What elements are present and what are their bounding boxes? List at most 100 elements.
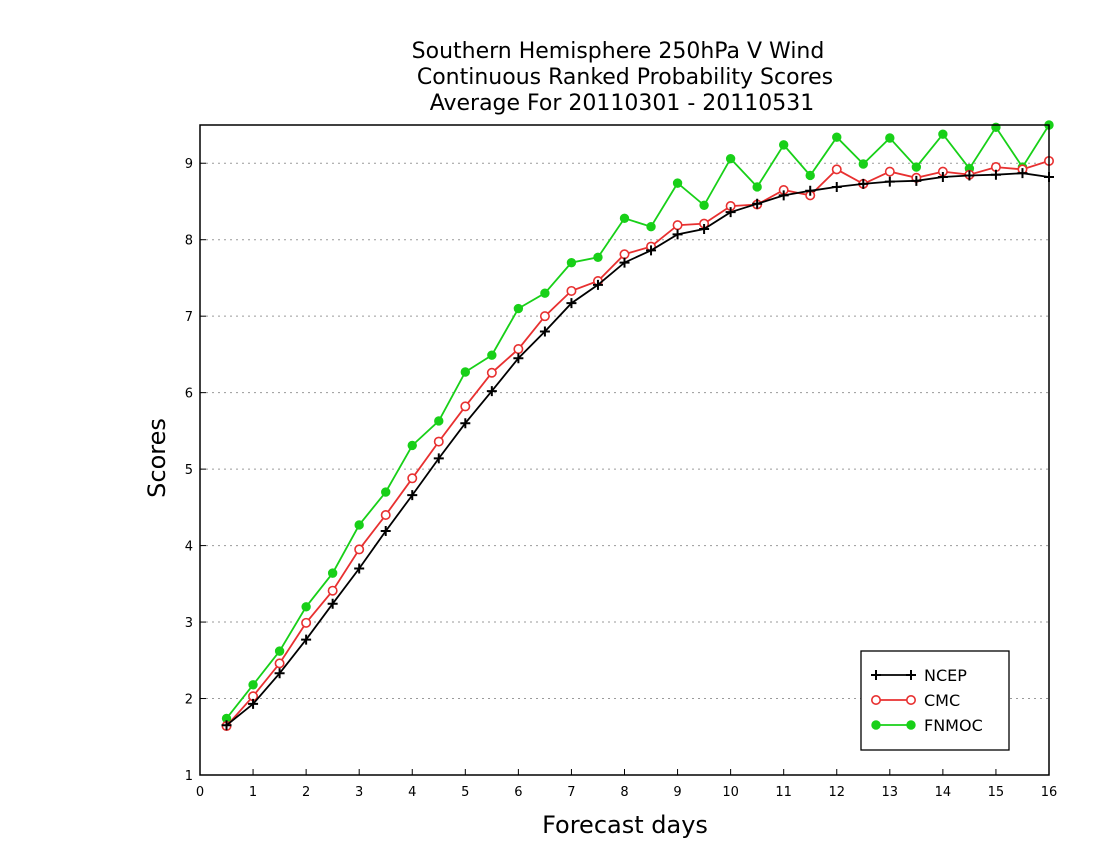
series-line-fnmoc [225, 124, 1050, 719]
series-ncep [221, 168, 1054, 731]
data-point-filled-circle [540, 288, 550, 298]
data-point-filled-circle [248, 680, 258, 690]
data-point-open-circle [513, 344, 524, 355]
data-point-plus [274, 668, 285, 679]
title-line-1: Southern Hemisphere 250hPa V Wind [412, 39, 825, 64]
legend-label: NCEP [924, 666, 967, 685]
data-point-filled-circle [885, 133, 895, 143]
legend-label: FNMOC [924, 716, 983, 735]
data-point-plus [354, 563, 365, 574]
x-axis-label: Forecast days [542, 811, 708, 839]
x-tick-label: 12 [828, 785, 845, 800]
data-point-filled-circle [619, 213, 630, 223]
data-point-filled-circle [593, 252, 603, 262]
data-point-plus [380, 526, 391, 537]
data-point-open-circle [407, 473, 418, 484]
data-point-plus [460, 418, 471, 429]
data-point-plus [433, 453, 444, 464]
data-point-open-circle [380, 509, 391, 520]
data-point-open-circle [327, 585, 338, 596]
x-tick-label: 15 [988, 785, 1005, 800]
y-tick-label: 6 [185, 387, 193, 402]
data-point-plus [725, 207, 736, 218]
data-point-open-circle [433, 436, 444, 447]
y-axis-label: Scores [143, 418, 171, 498]
data-point-filled-circle [274, 646, 285, 656]
x-tick-label: 10 [722, 785, 739, 800]
series-cmc [221, 155, 1055, 732]
data-point-open-circle [274, 658, 285, 669]
data-point-filled-circle [832, 132, 842, 142]
data-point-open-circle [460, 401, 471, 412]
data-point-plus [1017, 168, 1028, 179]
data-point-open-circle [831, 164, 842, 175]
data-point-filled-circle [906, 720, 916, 730]
legend-item-ncep: NCEP [871, 666, 967, 685]
data-point-filled-circle [327, 568, 338, 578]
data-point-open-circle [486, 367, 497, 378]
data-point-filled-circle [301, 602, 311, 612]
data-point-plus [906, 670, 916, 680]
data-point-filled-circle [354, 520, 364, 530]
y-tick-label: 7 [185, 310, 193, 325]
x-tick-label: 16 [1041, 785, 1058, 800]
data-point-filled-circle [725, 153, 736, 164]
y-tick-label: 3 [185, 616, 193, 631]
x-tick-label: 2 [302, 785, 310, 800]
x-tick-label: 4 [408, 785, 416, 800]
data-point-open-circle [870, 694, 881, 705]
data-point-open-circle [905, 694, 916, 705]
data-point-plus [672, 229, 683, 240]
x-tick-label: 13 [882, 785, 899, 800]
y-tick-label: 4 [185, 540, 193, 555]
data-point-plus [592, 279, 603, 290]
data-point-filled-circle [871, 720, 881, 730]
data-point-plus [566, 298, 577, 309]
data-point-filled-circle [778, 140, 789, 150]
x-tick-label: 9 [673, 785, 681, 800]
x-tick-label: 7 [567, 785, 575, 800]
data-point-filled-circle [487, 350, 497, 360]
data-point-plus [646, 245, 657, 256]
chart-title: Southern Hemisphere 250hPa V Wind Contin… [412, 39, 834, 116]
data-point-open-circle [566, 285, 577, 296]
x-tick-label: 6 [514, 785, 522, 800]
data-point-filled-circle [646, 222, 656, 232]
data-point-open-circle [672, 220, 683, 231]
y-tick-label: 1 [185, 769, 193, 784]
x-tick-label: 3 [355, 785, 363, 800]
data-point-filled-circle [938, 129, 948, 139]
data-point-filled-circle [805, 170, 815, 181]
data-point-plus [964, 170, 975, 181]
series-line-ncep [225, 172, 1050, 727]
y-tick-label: 5 [185, 463, 193, 478]
x-tick-label: 0 [196, 785, 204, 800]
data-point-plus [248, 698, 259, 709]
data-point-filled-circle [699, 200, 709, 210]
data-point-plus [539, 326, 550, 337]
x-tick-label: 14 [935, 785, 952, 800]
data-point-plus [858, 178, 869, 189]
data-point-filled-circle [911, 162, 922, 172]
data-point-plus [301, 634, 312, 645]
data-point-filled-circle [566, 257, 577, 268]
legend-item-fnmoc: FNMOC [871, 716, 983, 735]
y-tick-label: 2 [185, 693, 193, 708]
grid-lines [200, 162, 1049, 700]
data-point-open-circle [354, 544, 365, 555]
data-point-filled-circle [858, 159, 868, 169]
legend-label: CMC [924, 691, 960, 710]
legend-item-cmc: CMC [870, 691, 960, 710]
data-point-plus [752, 198, 763, 209]
data-point-filled-circle [513, 303, 524, 314]
data-point-plus [990, 169, 1001, 180]
x-tick-label: 8 [620, 785, 628, 800]
data-point-open-circle [539, 311, 550, 322]
data-point-plus [805, 185, 816, 196]
data-point-plus [831, 181, 842, 192]
data-point-plus [327, 598, 338, 609]
data-point-filled-circle [381, 487, 391, 497]
data-point-open-circle [884, 166, 895, 177]
